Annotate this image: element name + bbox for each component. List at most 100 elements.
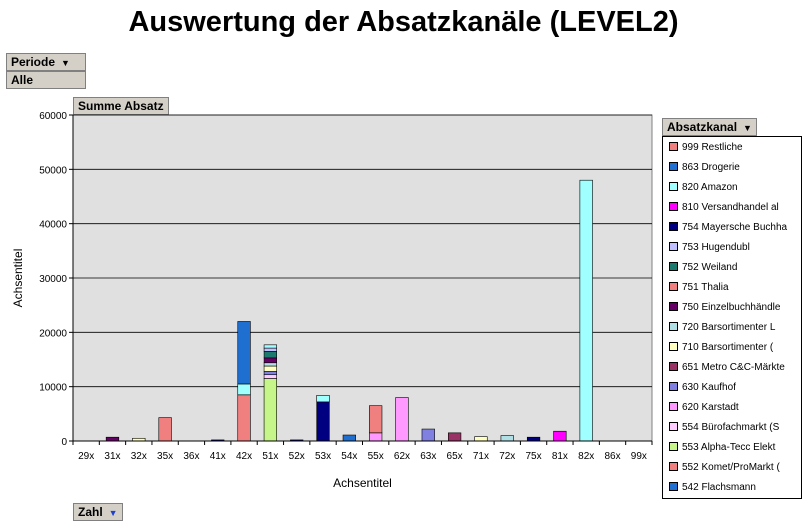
legend-item: 753 Hugendubl	[669, 242, 799, 254]
legend-label: 710 Barsortimenter (	[682, 342, 774, 353]
x-tick-label: 54x	[341, 451, 357, 462]
legend-swatch	[669, 442, 678, 451]
bar-segment	[447, 432, 462, 442]
legend-label: 751 Thalia	[682, 282, 729, 293]
legend-item: 752 Weiland	[669, 262, 799, 274]
legend-swatch	[669, 322, 678, 331]
legend-label: 753 Hugendubl	[682, 242, 750, 253]
bar-segment	[369, 405, 383, 434]
x-tick-label: 75x	[526, 451, 542, 462]
absatzkanal-field-button[interactable]: Absatzkanal ▼	[662, 118, 757, 136]
legend-swatch	[669, 362, 678, 371]
legend-label: 720 Barsortimenter L	[682, 322, 776, 333]
bar-segment	[316, 401, 330, 442]
legend-swatch	[669, 382, 678, 391]
legend-item: 542 Flachsmann	[669, 482, 799, 494]
legend-swatch	[669, 142, 678, 151]
legend-label: 752 Weiland	[682, 262, 738, 273]
data-field-button[interactable]: Summe Absatz	[73, 97, 169, 115]
bar-segment	[237, 394, 251, 442]
legend-item: 552 Komet/ProMarkt (	[669, 462, 799, 474]
legend-swatch	[669, 182, 678, 191]
legend-label: 552 Komet/ProMarkt (	[682, 462, 780, 473]
bar-segment	[579, 179, 593, 442]
y-axis-title: Achsentitel	[11, 249, 25, 308]
legend-swatch	[669, 242, 678, 251]
bar-segment	[263, 362, 278, 367]
legend-swatch	[669, 402, 678, 411]
legend-item: 651 Metro C&C-Märkte	[669, 362, 799, 374]
x-tick-label: 35x	[157, 451, 173, 462]
bar-segment	[553, 430, 567, 442]
y-tick-label: 0	[61, 437, 67, 448]
periode-filter-button[interactable]: Periode ▼	[6, 53, 86, 71]
x-tick-label: 53x	[315, 451, 331, 462]
legend-label: 651 Metro C&C-Märkte	[682, 362, 785, 373]
legend-swatch	[669, 302, 678, 311]
x-tick-label: 81x	[552, 451, 568, 462]
x-axis-title: Achsentitel	[333, 476, 392, 490]
legend-item: 710 Barsortimenter (	[669, 342, 799, 354]
legend-swatch	[669, 162, 678, 171]
legend: 999 Restliche 863 Drogerie 820 Amazon 810 V…	[662, 136, 802, 499]
bar-segment	[369, 432, 383, 442]
x-tick-label: 86x	[604, 451, 620, 462]
legend-label: 754 Mayersche Buchha	[682, 222, 788, 233]
legend-swatch	[669, 342, 678, 351]
legend-item: 863 Drogerie	[669, 162, 799, 174]
bar-segment	[263, 374, 278, 379]
bar-segment	[474, 436, 488, 442]
bar-segment	[263, 357, 278, 364]
legend-label: 554 Bürofachmarkt (S	[682, 422, 780, 433]
periode-filter-value: Alle	[6, 71, 86, 89]
x-tick-label: 82x	[578, 451, 594, 462]
y-tick-label: 60000	[39, 111, 67, 122]
legend-item: 630 Kaufhof	[669, 382, 799, 394]
chart-title: Auswertung der Absatzkanäle (LEVEL2)	[128, 6, 679, 38]
legend-item: 810 Versandhandel al	[669, 202, 799, 214]
legend-label: 542 Flachsmann	[682, 482, 756, 493]
y-tick-label: 10000	[39, 383, 67, 394]
zahl-field-label: Zahl	[78, 505, 103, 519]
legend-item: 750 Einzelbuchhändle	[669, 302, 799, 314]
x-tick-label: 42x	[236, 451, 252, 462]
y-tick-label: 50000	[39, 165, 67, 176]
dropdown-arrow-icon: ▼	[61, 58, 70, 68]
x-tick-label: 29x	[78, 451, 94, 462]
legend-label: 750 Einzelbuchhändle	[682, 302, 781, 313]
bar-segment	[421, 428, 435, 442]
periode-filter-label: Periode	[11, 55, 56, 69]
bar-segment	[316, 395, 330, 403]
dropdown-arrow-icon: ▼	[108, 508, 118, 518]
y-axis: 0 10000 20000 30000 40000 50000 60000	[39, 111, 74, 448]
data-field-label: Summe Absatz	[78, 99, 164, 113]
legend-item: 620 Karstadt	[669, 402, 799, 414]
legend-item: 751 Thalia	[669, 282, 799, 294]
x-tick-label: 65x	[447, 451, 463, 462]
y-tick-label: 30000	[39, 274, 67, 285]
y-tick-label: 20000	[39, 328, 67, 339]
bar-segment	[105, 436, 120, 442]
legend-item: 554 Bürofachmarkt (S	[669, 422, 799, 434]
bar-segment	[263, 351, 278, 359]
x-tick-label: 41x	[210, 451, 226, 462]
x-tick-label: 55x	[368, 451, 384, 462]
zahl-field-button[interactable]: Zahl ▼	[73, 503, 123, 521]
legend-label: 863 Drogerie	[682, 162, 740, 173]
x-tick-label: 71x	[473, 451, 489, 462]
absatzkanal-field-label: Absatzkanal	[667, 120, 738, 134]
x-axis: 29x 31x 32x 35x 36x 41x 42x 51x 52x 53x 54x 55x 62x 6…	[72, 440, 653, 462]
legend-swatch	[669, 422, 678, 431]
x-tick-label: 72x	[499, 451, 515, 462]
legend-item: 820 Amazon	[669, 182, 799, 194]
bar-segment	[526, 436, 541, 442]
legend-swatch	[669, 262, 678, 271]
bar-segment	[263, 365, 278, 372]
legend-swatch	[669, 202, 678, 211]
bar-segment	[237, 383, 251, 396]
legend-label: 999 Restliche	[682, 142, 743, 153]
x-tick-label: 52x	[289, 451, 305, 462]
x-tick-label: 36x	[183, 451, 199, 462]
x-tick-label: 51x	[262, 451, 278, 462]
